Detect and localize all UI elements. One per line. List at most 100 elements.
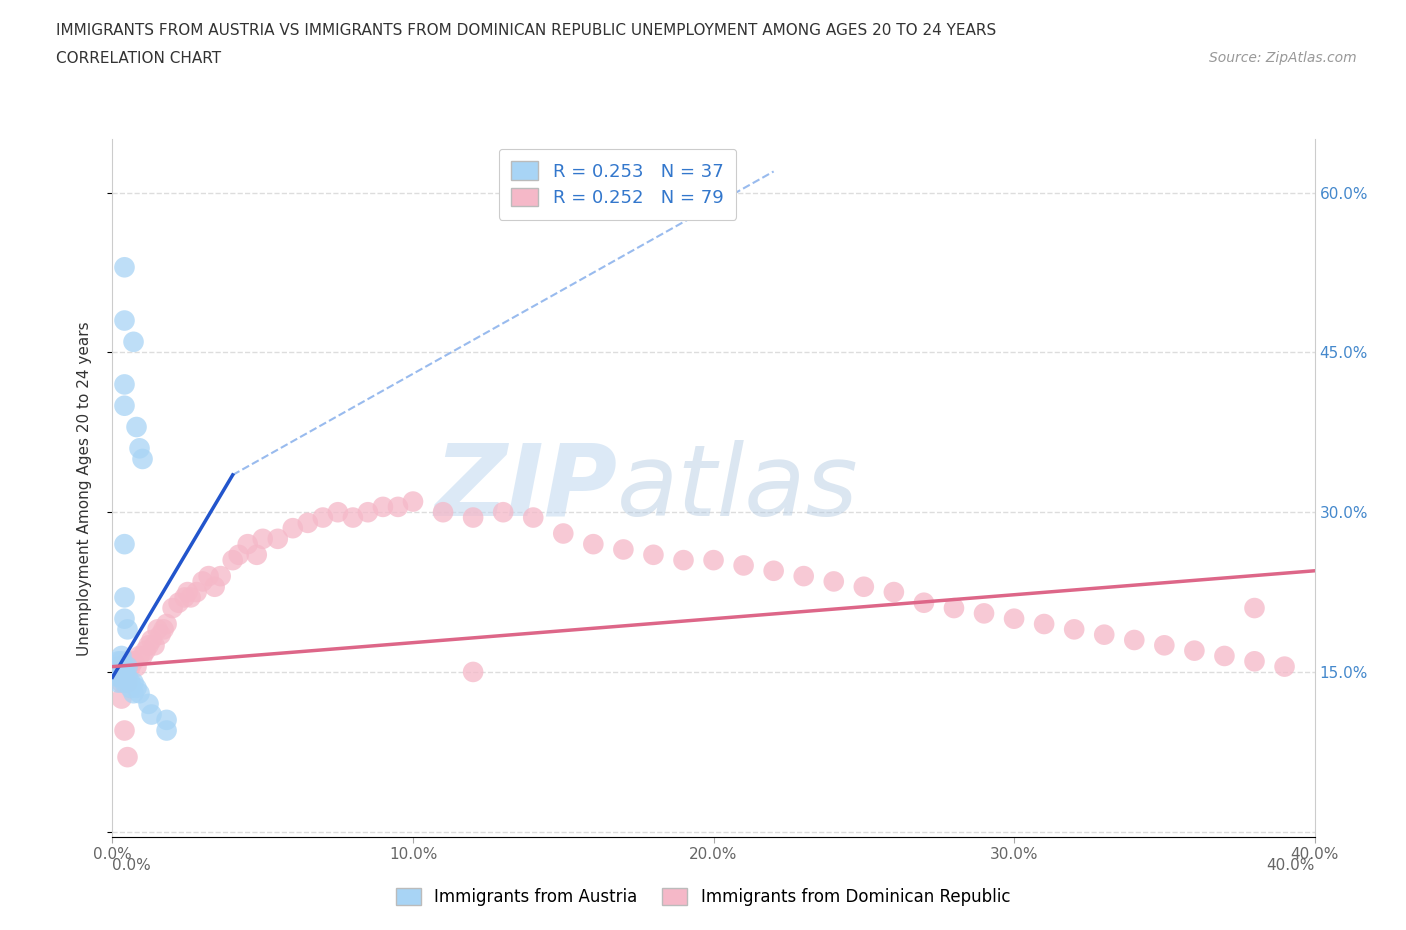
Point <box>1184 644 1206 658</box>
Point <box>371 499 394 514</box>
Point <box>180 590 202 604</box>
Point <box>522 510 544 525</box>
Point <box>281 521 304 536</box>
Point <box>110 659 132 674</box>
Point <box>167 595 190 610</box>
Point <box>823 574 845 589</box>
Y-axis label: Unemployment Among Ages 20 to 24 years: Unemployment Among Ages 20 to 24 years <box>77 321 91 656</box>
Point <box>117 670 139 684</box>
Point <box>1002 611 1025 626</box>
Point <box>114 590 136 604</box>
Point <box>155 723 177 737</box>
Point <box>117 750 139 764</box>
Point <box>672 552 695 567</box>
Point <box>793 568 815 583</box>
Point <box>176 585 198 600</box>
Point <box>114 537 136 551</box>
Point <box>114 398 136 413</box>
Point <box>267 531 290 546</box>
Point <box>143 638 166 653</box>
Point <box>912 595 935 610</box>
Point <box>209 568 232 583</box>
Point <box>1213 648 1236 663</box>
Point <box>228 548 250 563</box>
Point <box>117 622 139 637</box>
Point <box>461 665 484 680</box>
Point <box>942 601 965 616</box>
Point <box>612 542 634 557</box>
Legend: R = 0.253   N = 37, R = 0.252   N = 79: R = 0.253 N = 37, R = 0.252 N = 79 <box>499 149 737 219</box>
Point <box>582 537 605 551</box>
Point <box>114 659 136 674</box>
Text: IMMIGRANTS FROM AUSTRIA VS IMMIGRANTS FROM DOMINICAN REPUBLIC UNEMPLOYMENT AMONG: IMMIGRANTS FROM AUSTRIA VS IMMIGRANTS FR… <box>56 23 997 38</box>
Point <box>1063 622 1085 637</box>
Point <box>492 505 515 520</box>
Text: 40.0%: 40.0% <box>1267 857 1315 872</box>
Point <box>110 654 132 669</box>
Point <box>297 515 319 530</box>
Point <box>122 335 145 350</box>
Point <box>120 681 142 696</box>
Point <box>149 627 172 642</box>
Text: Source: ZipAtlas.com: Source: ZipAtlas.com <box>1209 51 1357 65</box>
Point <box>852 579 875 594</box>
Point <box>1033 617 1056 631</box>
Point <box>107 659 129 674</box>
Text: CORRELATION CHART: CORRELATION CHART <box>56 51 221 66</box>
Point <box>236 537 259 551</box>
Point <box>1243 601 1265 616</box>
Point <box>186 585 208 600</box>
Point <box>114 659 136 674</box>
Point <box>114 259 136 274</box>
Point <box>114 675 136 690</box>
Point <box>162 601 184 616</box>
Point <box>122 685 145 700</box>
Point <box>173 590 195 604</box>
Point <box>733 558 755 573</box>
Point <box>204 579 226 594</box>
Point <box>246 548 269 563</box>
Point <box>1274 659 1296 674</box>
Point <box>342 510 364 525</box>
Point <box>107 670 129 684</box>
Point <box>138 638 160 653</box>
Point <box>110 670 132 684</box>
Point <box>107 659 129 674</box>
Point <box>152 622 174 637</box>
Point <box>1123 632 1146 647</box>
Point <box>326 505 349 520</box>
Point <box>117 659 139 674</box>
Point <box>1092 627 1115 642</box>
Point <box>553 526 575 541</box>
Point <box>387 499 409 514</box>
Point <box>702 552 725 567</box>
Point <box>120 675 142 690</box>
Point <box>114 313 136 328</box>
Point <box>125 419 148 434</box>
Point <box>110 648 132 663</box>
Point <box>110 665 132 680</box>
Point <box>114 377 136 392</box>
Point <box>973 606 995 621</box>
Point <box>138 697 160 711</box>
Point <box>110 691 132 706</box>
Legend: Immigrants from Austria, Immigrants from Dominican Republic: Immigrants from Austria, Immigrants from… <box>389 881 1017 912</box>
Point <box>114 723 136 737</box>
Point <box>122 654 145 669</box>
Point <box>117 654 139 669</box>
Text: atlas: atlas <box>617 440 859 537</box>
Point <box>191 574 214 589</box>
Point <box>128 685 150 700</box>
Point <box>117 675 139 690</box>
Point <box>122 675 145 690</box>
Point <box>461 510 484 525</box>
Point <box>762 564 785 578</box>
Point <box>1153 638 1175 653</box>
Point <box>141 707 163 722</box>
Point <box>252 531 274 546</box>
Point <box>107 654 129 669</box>
Point <box>128 441 150 456</box>
Point <box>125 681 148 696</box>
Text: ZIP: ZIP <box>434 440 617 537</box>
Point <box>125 659 148 674</box>
